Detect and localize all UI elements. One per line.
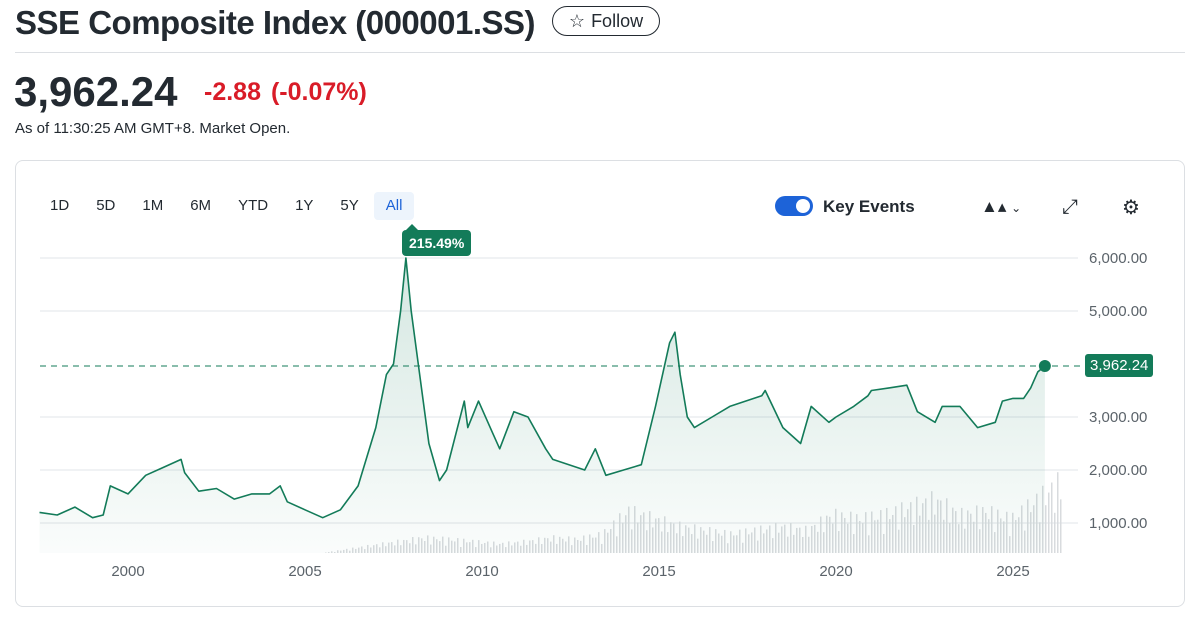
key-events-label: Key Events xyxy=(823,197,915,216)
y-tick-label: 1,000.00 xyxy=(1089,515,1147,532)
current-price: 3,962.24 xyxy=(14,68,178,115)
x-tick-label: 2005 xyxy=(288,563,321,580)
volume-bar xyxy=(1045,505,1047,553)
range-tabs: 1D 5D 1M 6M YTD 1Y 5Y All xyxy=(38,192,417,220)
range-tab-1m[interactable]: 1M xyxy=(142,197,164,214)
settings-gear-icon[interactable]: ⚙ xyxy=(1122,197,1140,219)
x-tick-label: 2020 xyxy=(819,563,852,580)
y-tick-label: 2,000.00 xyxy=(1089,462,1147,479)
x-tick-label: 2010 xyxy=(465,563,498,580)
price-line xyxy=(39,257,1046,519)
y-tick-label: 3,000.00 xyxy=(1089,409,1147,426)
range-tab-1y[interactable]: 1Y xyxy=(295,197,314,214)
page-title: SSE Composite Index (000001.SS) xyxy=(15,4,536,41)
divider xyxy=(15,52,1185,53)
x-tick-label: 2000 xyxy=(111,563,144,580)
expand-icon[interactable]: ⤢ xyxy=(1062,196,1078,218)
volume-bar xyxy=(1048,492,1050,553)
change-value: -2.88 xyxy=(204,78,261,106)
chart-card xyxy=(15,160,1185,607)
star-icon: ☆ xyxy=(568,10,586,31)
range-tab-all[interactable]: All xyxy=(373,192,415,220)
key-events-toggle[interactable] xyxy=(775,196,813,216)
y-tick-label: 6,000.00 xyxy=(1089,250,1147,267)
range-tab-1d[interactable]: 1D xyxy=(50,197,70,214)
x-tick-label: 2025 xyxy=(996,563,1029,580)
volume-bar xyxy=(1054,512,1056,553)
range-tab-6m[interactable]: 6M xyxy=(190,197,212,214)
range-return-badge: 215.49% xyxy=(402,224,472,256)
range-tab-ytd[interactable]: YTD xyxy=(238,197,269,214)
current-price-label: 3,962.24 xyxy=(1085,354,1154,377)
chart-type-mountain-icon[interactable]: ▲▴ ⌄ xyxy=(981,197,1022,216)
volume-bar xyxy=(1051,482,1053,553)
y-tick-label: 5,000.00 xyxy=(1089,303,1147,320)
range-tab-5y[interactable]: 5Y xyxy=(340,197,359,214)
follow-button[interactable]: ☆ Follow xyxy=(552,6,660,36)
x-tick-label: 2015 xyxy=(642,563,675,580)
volume-bar xyxy=(1057,472,1059,553)
price-area xyxy=(39,258,1045,553)
volume-bar xyxy=(1060,499,1062,553)
market-status: As of 11:30:25 AM GMT+8. Market Open. xyxy=(15,120,291,137)
range-tab-5d[interactable]: 5D xyxy=(96,197,116,214)
price-change: -2.88 (-0.07%) xyxy=(204,78,377,107)
change-percent: (-0.07%) xyxy=(270,78,367,106)
current-price-dot xyxy=(1038,360,1051,373)
follow-label: Follow xyxy=(591,10,644,31)
